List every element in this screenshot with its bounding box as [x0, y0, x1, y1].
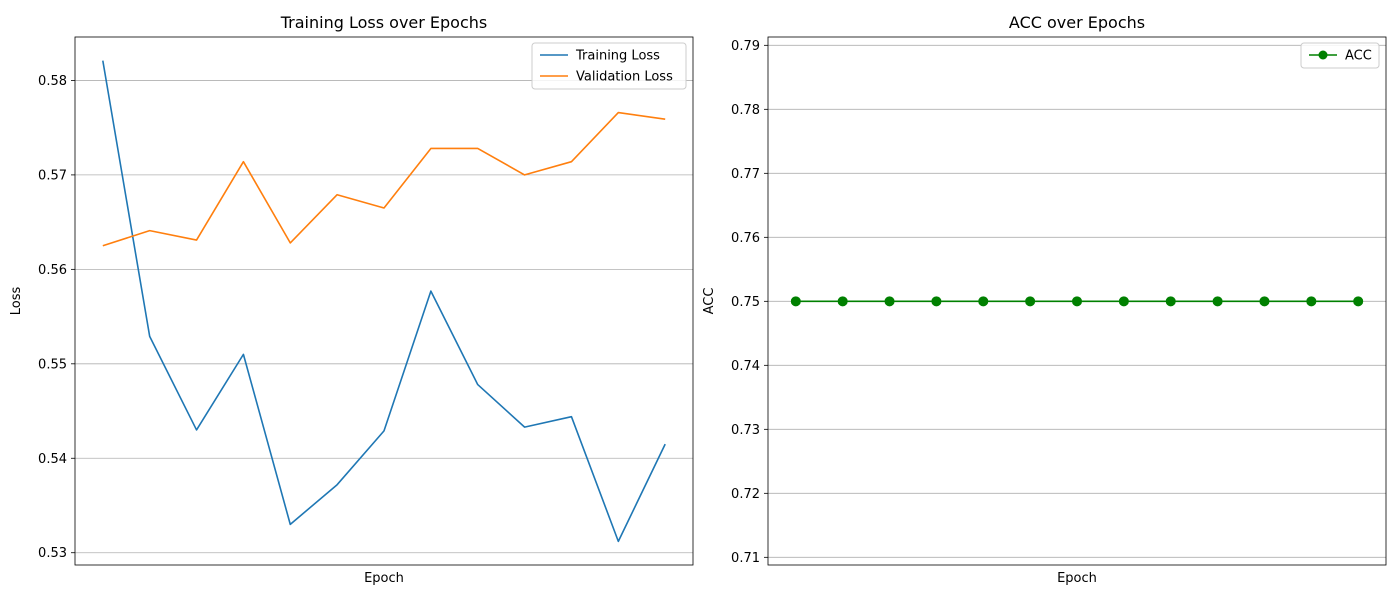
data-point	[1118, 296, 1129, 307]
chart-title: ACC over Epochs	[1009, 13, 1145, 32]
chart-title: Training Loss over Epochs	[280, 13, 488, 32]
y-tick-label: 0.78	[731, 103, 760, 118]
y-tick-label: 0.74	[731, 359, 760, 374]
y-tick-label: 0.54	[38, 452, 67, 467]
acc-chart: 0.71 0.72 0.73 0.74 0.75 0.76 0.77 0.78 0.79 ACC …	[702, 13, 1387, 586]
legend-entry: Validation Loss	[576, 70, 673, 85]
data-point	[1259, 296, 1270, 307]
y-tick-label: 0.71	[731, 551, 760, 566]
legend-box	[1300, 42, 1380, 69]
y-axis-label: ACC	[702, 288, 717, 315]
data-point	[884, 296, 895, 307]
data-point	[790, 296, 801, 307]
axes-frame	[767, 36, 1387, 566]
series-line	[102, 60, 666, 543]
series-line	[102, 111, 666, 247]
y-axis-label: Loss	[9, 287, 24, 316]
y-tick-label: 0.56	[38, 263, 67, 278]
legend-entry: ACC	[1345, 49, 1372, 64]
y-tick-label: 0.79	[731, 39, 760, 54]
data-point	[1306, 296, 1317, 307]
data-point	[1025, 296, 1036, 307]
y-tick-label: 0.75	[731, 295, 760, 310]
y-tick-label: 0.73	[731, 423, 760, 438]
y-tick-label: 0.76	[731, 231, 760, 246]
legend-marker	[1318, 50, 1328, 60]
data-point	[837, 296, 848, 307]
legend-entry: Training Loss	[575, 49, 660, 64]
legend-box	[531, 42, 687, 90]
y-tick-label: 0.77	[731, 167, 760, 182]
data-point	[1353, 296, 1364, 307]
data-point	[1212, 296, 1223, 307]
axes-frame	[74, 36, 694, 566]
y-tick-label: 0.57	[38, 168, 67, 183]
data-point	[978, 296, 989, 307]
data-point	[931, 296, 942, 307]
plot-area	[75, 37, 693, 565]
data-point	[1072, 296, 1082, 307]
y-tick-label: 0.55	[38, 357, 67, 372]
loss-chart: 0.53 0.54 0.55 0.56 0.57 0.58 Training Loss ov…	[9, 13, 694, 586]
x-axis-label: Epoch	[1057, 571, 1097, 586]
y-tick-label: 0.72	[731, 487, 760, 502]
y-tick-label: 0.53	[38, 546, 67, 561]
data-point	[1165, 296, 1176, 307]
y-tick-label: 0.58	[38, 74, 67, 89]
x-axis-label: Epoch	[364, 571, 404, 586]
